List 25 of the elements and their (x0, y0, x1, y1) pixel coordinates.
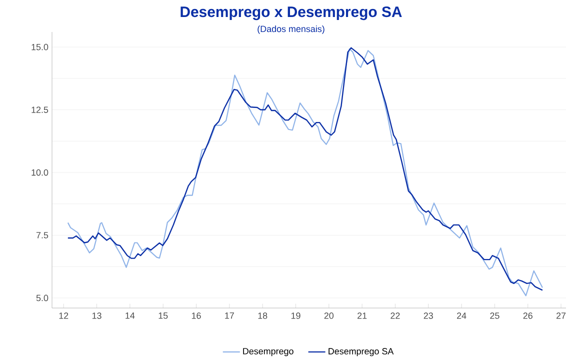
x-tick-label: 19 (291, 312, 300, 319)
chart-subtitle: (Dados mensais) (258, 26, 324, 34)
x-tick-label: 17 (225, 312, 234, 319)
x-tick-label: 26 (523, 312, 532, 319)
x-tick-label: 23 (424, 312, 433, 319)
x-tick-label: 20 (324, 312, 334, 319)
x-tick-label: 16 (192, 312, 201, 319)
x-tick-label: 18 (258, 312, 268, 319)
x-tick-label: 25 (490, 312, 500, 319)
x-tick-label: 12 (59, 312, 68, 319)
y-tick-label: 5.0 (36, 294, 48, 302)
x-tick-label: 15 (158, 312, 168, 319)
chart-title: Desemprego x Desemprego SA (180, 6, 402, 20)
x-tick-label: 21 (358, 312, 367, 319)
legend-label: Desemprego SA (328, 348, 394, 356)
y-tick-label: 7.5 (36, 232, 48, 238)
x-tick-label: 22 (390, 312, 400, 319)
x-tick-label: 27 (556, 312, 566, 319)
y-tick-label: 10.0 (32, 169, 48, 176)
legend-label: Desemprego (243, 348, 294, 356)
x-tick-label: 14 (126, 312, 135, 319)
x-tick-label: 13 (92, 312, 102, 319)
y-tick-label: 15.0 (32, 44, 48, 50)
y-tick-label: 12.5 (32, 106, 48, 113)
x-tick-label: 24 (457, 312, 466, 319)
